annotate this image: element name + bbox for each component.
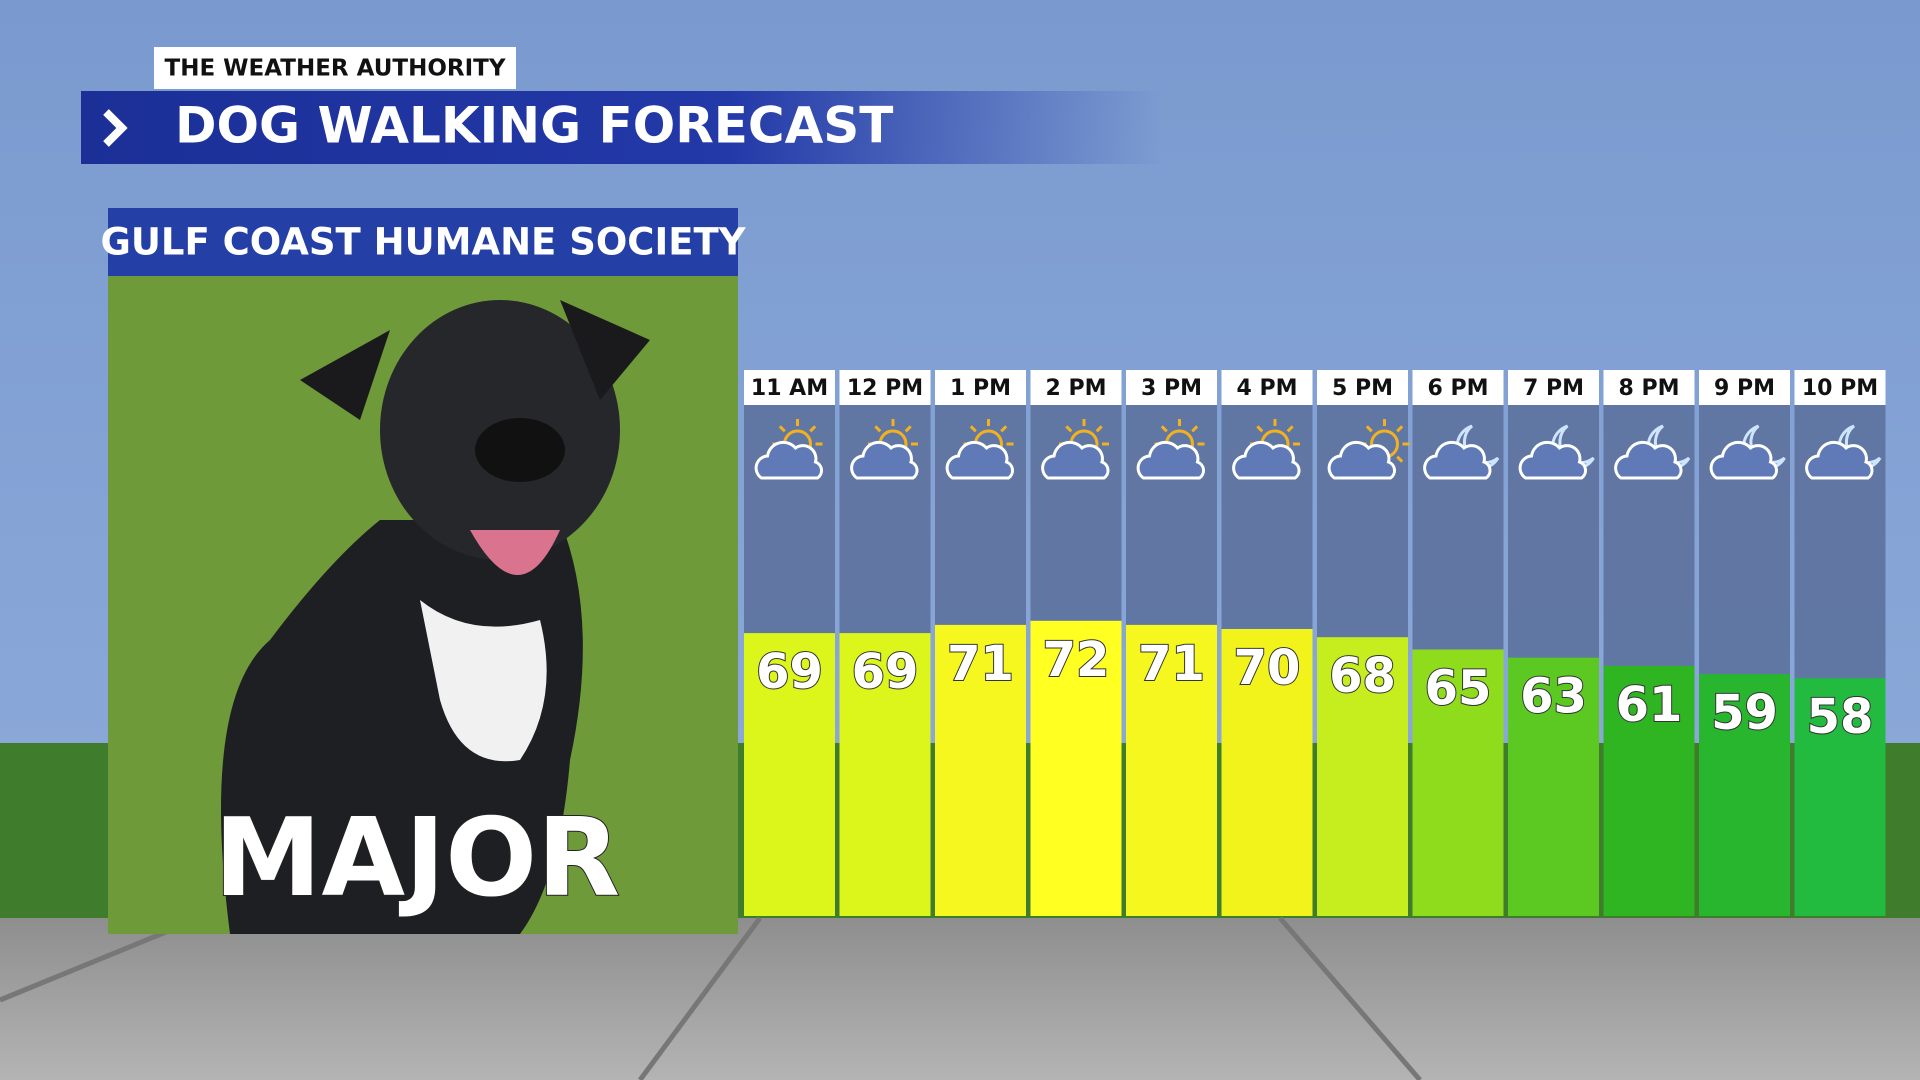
weather-icon (1327, 419, 1410, 480)
value-label: 69 (852, 644, 919, 700)
dog-name: MAJOR (214, 796, 620, 921)
weather-icon (1614, 424, 1691, 480)
sun-ray (1095, 425, 1103, 433)
cloud (1805, 440, 1874, 480)
sun-ray (1000, 425, 1008, 433)
dog-photo (108, 276, 738, 934)
hour-box (1126, 370, 1217, 405)
bar (1794, 678, 1886, 916)
cloud (1327, 440, 1396, 480)
bar (744, 633, 835, 916)
hour-box (1030, 370, 1122, 405)
subtitle-box (108, 208, 738, 276)
cloud (1518, 440, 1587, 480)
brand: THE WEATHER AUTHORITY (165, 56, 506, 82)
chevron (103, 109, 128, 147)
hour-label: 12 PM (847, 376, 923, 401)
hour-label: 2 PM (1046, 376, 1107, 401)
hour-box (935, 370, 1026, 405)
hour-label: 1 PM (950, 376, 1011, 401)
hour-box (1412, 370, 1504, 405)
sun-ray (1396, 425, 1404, 433)
hour-box (1794, 370, 1886, 405)
bar (1317, 637, 1408, 916)
sun-ray (874, 425, 882, 433)
value-label: 63 (1520, 669, 1587, 725)
bar (935, 624, 1026, 916)
cloud (754, 440, 823, 480)
brand-box (154, 47, 516, 89)
sun-ray (1256, 425, 1264, 433)
sun-ray (904, 425, 912, 433)
hour-label: 6 PM (1428, 376, 1489, 401)
title-banner (81, 91, 1163, 164)
hour-box (1699, 370, 1790, 405)
weather-icon (1709, 424, 1786, 480)
hour-label: 10 PM (1802, 376, 1878, 401)
weather-icon (1518, 424, 1595, 480)
value-label: 71 (1138, 636, 1205, 692)
value-label: 72 (1043, 632, 1110, 688)
bar (1412, 649, 1504, 916)
pavement (0, 918, 1920, 1080)
cloud (1041, 440, 1110, 480)
sun-ray (1365, 425, 1373, 433)
value-label: 61 (1616, 677, 1683, 733)
hour-box (839, 370, 931, 405)
bar (1126, 624, 1217, 916)
value-label: 71 (947, 636, 1014, 692)
sun-ray (809, 425, 817, 433)
value-label: 58 (1807, 689, 1874, 745)
bar (1221, 629, 1313, 916)
bar (1030, 620, 1122, 916)
cloud (1614, 440, 1683, 480)
value-label: 65 (1425, 661, 1492, 717)
value-label: 68 (1329, 648, 1396, 704)
hour-label: 7 PM (1523, 376, 1584, 401)
value-label: 59 (1711, 685, 1778, 741)
sun-ray (1065, 425, 1073, 433)
hour-box (744, 370, 835, 405)
cloud (850, 440, 919, 480)
sun-ray (969, 425, 977, 433)
hour-label: 11 AM (751, 376, 828, 401)
hour-box (1603, 370, 1695, 405)
sun-ray (1396, 455, 1404, 463)
bar (1508, 657, 1599, 916)
cloud (1232, 440, 1301, 480)
weather-icon (1041, 419, 1110, 480)
hour-box (1317, 370, 1408, 405)
cloud (1709, 440, 1778, 480)
weather-icon (945, 419, 1014, 480)
sun-ray (1160, 425, 1168, 433)
bar (839, 633, 931, 916)
hour-label: 5 PM (1332, 376, 1393, 401)
weather-icon (754, 419, 823, 480)
hour-box (1508, 370, 1599, 405)
sun-ray (1286, 425, 1294, 433)
sun-ray (1191, 425, 1199, 433)
subtitle: GULF COAST HUMANE SOCIETY (100, 221, 746, 264)
hour-label: 8 PM (1619, 376, 1680, 401)
value-label: 69 (756, 644, 823, 700)
hour-box (1221, 370, 1313, 405)
weather-icon (1232, 419, 1301, 480)
hour-label: 3 PM (1141, 376, 1202, 401)
bar (1603, 665, 1695, 916)
value-label: 70 (1234, 640, 1301, 696)
title: DOG WALKING FORECAST (175, 97, 893, 155)
weather-icon (1136, 419, 1205, 480)
cloud (1136, 440, 1205, 480)
cloud (945, 440, 1014, 480)
weather-icon (1805, 424, 1882, 480)
weather-icon (850, 419, 919, 480)
sun-ray (778, 425, 786, 433)
bar (1699, 674, 1790, 916)
hour-label: 9 PM (1714, 376, 1775, 401)
weather-icon (1423, 424, 1500, 480)
hour-label: 4 PM (1237, 376, 1298, 401)
cloud (1423, 440, 1492, 480)
